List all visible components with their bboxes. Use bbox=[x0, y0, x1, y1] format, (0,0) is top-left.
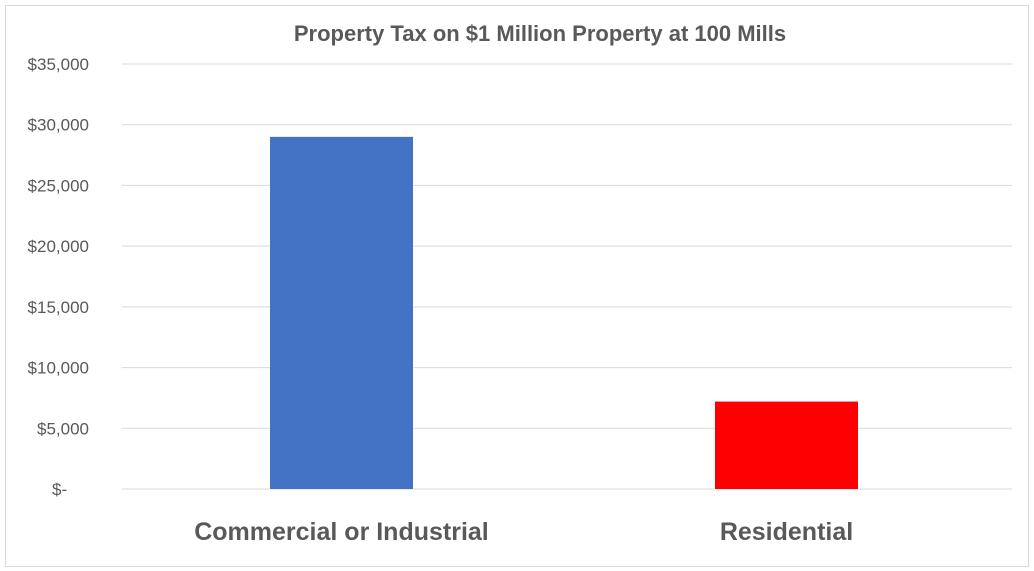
bar-commercial-or-industrial bbox=[270, 136, 413, 489]
gridlines bbox=[122, 63, 1012, 490]
chart-title: Property Tax on $1 Million Property at 1… bbox=[294, 21, 786, 46]
x-category-label: Commercial or Industrial bbox=[194, 518, 489, 546]
y-tick-label: $25,000 bbox=[28, 176, 89, 195]
bars bbox=[270, 136, 858, 489]
y-tick-label: $15,000 bbox=[28, 298, 89, 317]
y-axis-ticks: $- $5,000 $10,000 $15,000 $20,000 $25,000 $30,… bbox=[28, 55, 89, 499]
y-tick-label: $30,000 bbox=[28, 116, 89, 135]
x-category-label: Residential bbox=[720, 518, 853, 546]
x-axis-categories: Commercial or Industrial Residential bbox=[194, 518, 853, 546]
y-tick-label: $5,000 bbox=[37, 419, 89, 438]
y-tick-label: $20,000 bbox=[28, 237, 89, 256]
y-tick-label: $10,000 bbox=[28, 359, 89, 378]
chart-frame bbox=[5, 5, 1029, 567]
y-tick-label: $- bbox=[52, 480, 67, 499]
bar-residential bbox=[715, 401, 858, 489]
y-tick-label: $35,000 bbox=[28, 55, 89, 74]
